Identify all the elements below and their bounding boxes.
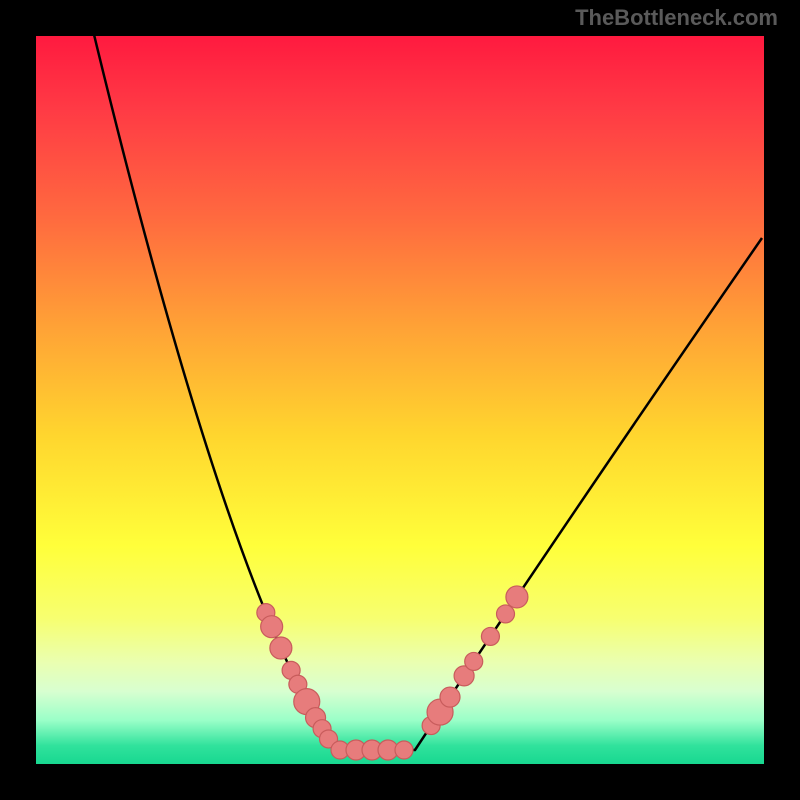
data-point — [395, 741, 413, 759]
data-point — [497, 605, 515, 623]
gradient-background — [36, 36, 764, 764]
data-point — [506, 586, 528, 608]
data-point — [261, 616, 283, 638]
data-point — [465, 652, 483, 670]
data-point — [481, 627, 499, 645]
data-point — [270, 637, 292, 659]
data-point — [440, 687, 460, 707]
watermark-text: TheBottleneck.com — [575, 5, 778, 31]
